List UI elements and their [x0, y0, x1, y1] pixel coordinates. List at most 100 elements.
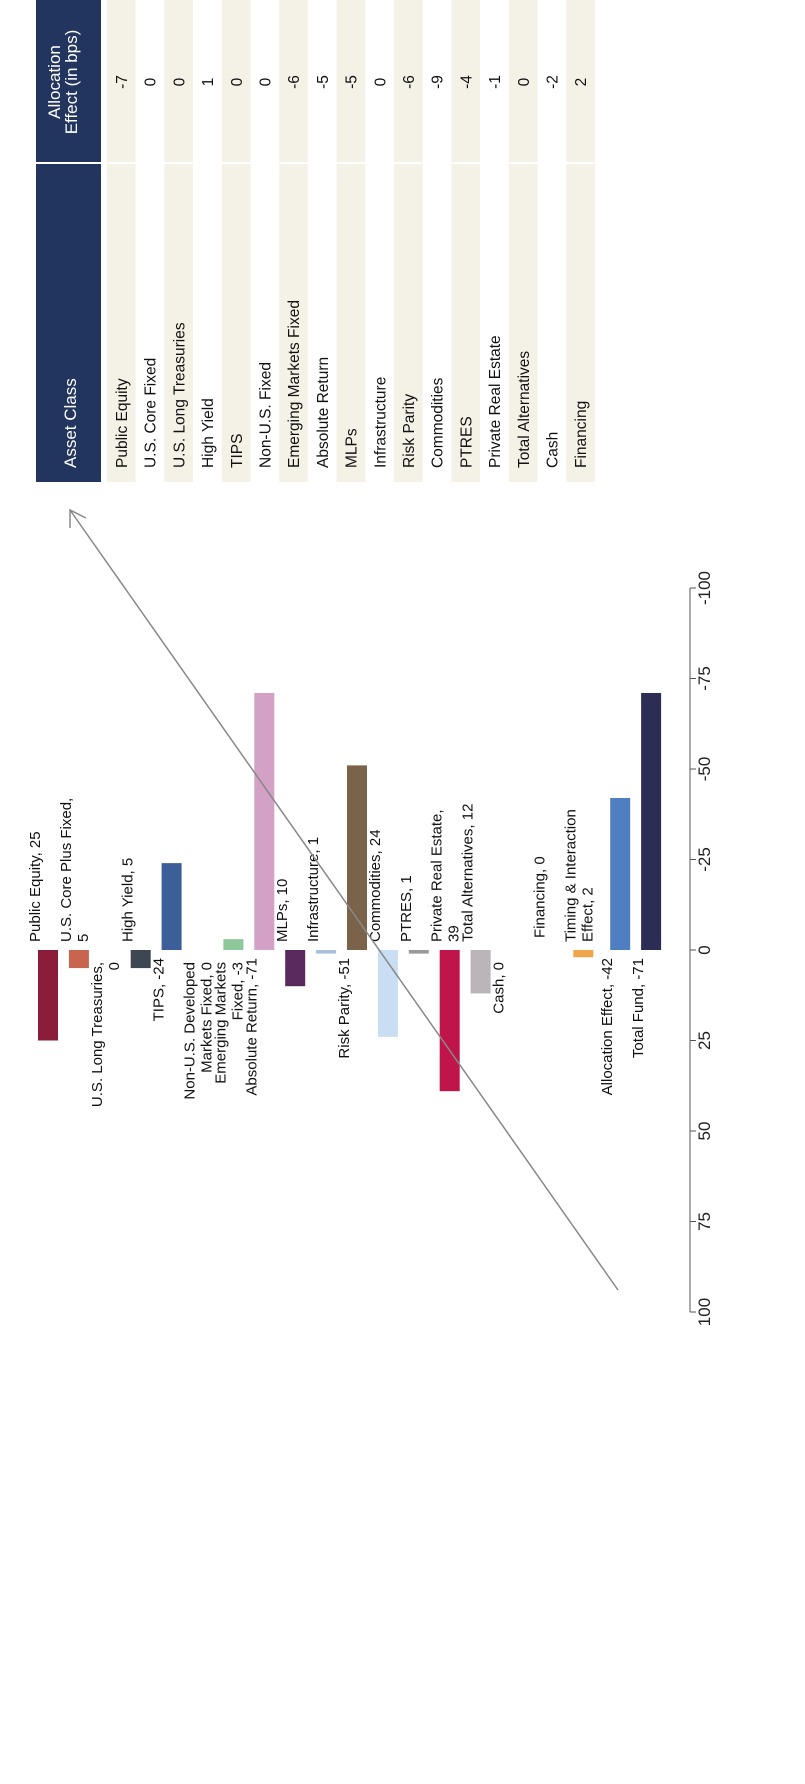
bar [130, 950, 151, 969]
bar-data-label: Emerging MarketsFixed, -3 [212, 962, 246, 1084]
table-cell-allocation-effect: -6 [286, 75, 303, 89]
bar-data-label: MLPs, 10 [274, 879, 291, 942]
table-cell-allocation-effect: -2 [545, 75, 562, 89]
bar-data-label: U.S. Core Plus Fixed,5 [58, 798, 92, 942]
axis-tick-label: -100 [695, 571, 714, 605]
table-cell-asset-class: MLPs [344, 428, 361, 468]
axis-tick-label: -75 [695, 666, 714, 691]
bar [610, 797, 631, 950]
table-cell-asset-class: U.S. Core Fixed [143, 358, 160, 468]
table-cell-allocation-effect: -4 [458, 75, 475, 89]
table-row [422, 0, 452, 482]
table-row [107, 0, 136, 482]
table-row [394, 0, 423, 482]
table-header-text: AllocationEffect (in bps) [45, 30, 81, 135]
bar-data-label: Infrastructure, 1 [305, 837, 322, 942]
bar [68, 950, 89, 969]
annotation-arrow [69, 509, 619, 1291]
bar [439, 950, 460, 1092]
allocation-table: Asset Class AllocationEffect (in bps) Publ… [36, 0, 595, 482]
bar-data-label: Allocation Effect, -42 [599, 958, 616, 1095]
table-cell-asset-class: U.S. Long Treasuries [171, 322, 188, 468]
table-cell-asset-class: Total Alternatives [516, 351, 533, 468]
table-cell-asset-class: Absolute Return [315, 357, 332, 468]
axis-tick-label: 100 [695, 1298, 714, 1326]
bar-data-label: Total Alternatives, 12 [460, 804, 477, 942]
table-row [365, 0, 394, 482]
table-cell-allocation-effect: 0 [171, 77, 188, 86]
table-cell-asset-class: Public Equity [114, 378, 131, 468]
table-cell-asset-class: Non-U.S. Fixed [258, 362, 275, 468]
table-row [307, 0, 337, 482]
table-cell-asset-class: TIPS [229, 434, 246, 468]
table-row [193, 0, 222, 482]
table-row [566, 0, 595, 482]
axis-tick-label: 25 [695, 1031, 714, 1050]
bar [254, 692, 275, 950]
table-row [221, 0, 251, 482]
table-row [164, 0, 194, 482]
table-header-asset-class [36, 163, 101, 482]
bar [161, 863, 182, 950]
bar-data-label: Non-U.S. DevelopedMarkets Fixed, 0 [182, 962, 216, 1100]
table-cell-allocation-effect: -5 [315, 75, 332, 89]
bar-data-label: Financing, 0 [531, 856, 548, 938]
table-cell-allocation-effect: -6 [401, 75, 418, 89]
bar-data-label: Risk Parity, -51 [336, 958, 353, 1059]
table-header-text: Asset Class [61, 378, 80, 468]
table-cell-asset-class: High Yield [200, 398, 217, 468]
table-row [135, 0, 165, 482]
table-row [279, 0, 308, 482]
table-cell-asset-class: Private Real Estate [487, 335, 504, 468]
value-axis: -100 -75 -50 -25 0 25 50 75 100 [689, 571, 714, 1326]
table-header-allocation-effect [36, 0, 101, 163]
arrowhead [69, 508, 87, 528]
bar [223, 939, 244, 950]
table-cell-allocation-effect: 0 [372, 77, 389, 86]
bar-data-label: PTRES, 1 [398, 875, 415, 942]
bar-data-label: High Yield, 5 [120, 858, 137, 942]
table-row [250, 0, 280, 482]
bar [573, 950, 594, 958]
bar-data-label: Private Real Estate,39 [429, 809, 463, 942]
bar-data-label: U.S. Long Treasuries,0 [89, 962, 123, 1107]
bars [38, 692, 662, 1092]
table-row [451, 0, 481, 482]
bar [347, 765, 367, 950]
bar [38, 950, 58, 1041]
table-cell-allocation-effect: 0 [229, 77, 246, 86]
table-row [537, 0, 567, 482]
table-cell-allocation-effect: 2 [573, 78, 590, 87]
table-cell-asset-class: Cash [545, 432, 562, 468]
axis-tick-label: -25 [695, 847, 714, 872]
bar [377, 950, 398, 1037]
bar-labels: Public Equity, 25 U.S. Core Plus Fixed,5 U… [27, 798, 647, 1107]
axis-tick-label: -50 [695, 757, 714, 782]
table-row [336, 0, 366, 482]
table-cell-allocation-effect: -9 [430, 75, 447, 89]
table-row [508, 0, 538, 482]
table-cell-asset-class: Infrastructure [372, 377, 389, 468]
bar [316, 950, 337, 954]
table-cell-allocation-effect: 1 [200, 78, 217, 87]
bar-data-label: Absolute Return, -71 [243, 958, 260, 1096]
bar [285, 950, 306, 987]
table-cell-allocation-effect: -7 [114, 75, 131, 89]
bar-data-label: Cash, 0 [491, 962, 508, 1014]
table-cell-allocation-effect: -5 [344, 75, 361, 89]
table-cell-asset-class: Financing [573, 401, 590, 468]
table-cell-asset-class: Risk Parity [401, 394, 418, 468]
axis-tick-label: 50 [695, 1122, 714, 1141]
table-cell-asset-class: Commodities [430, 377, 447, 468]
table-row [480, 0, 509, 482]
axis-tick-label: 75 [695, 1212, 714, 1231]
bar [470, 950, 491, 994]
table-cell-allocation-effect: -1 [487, 75, 504, 89]
table-cell-allocation-effect: 0 [143, 77, 160, 86]
bar-data-label: Total Fund, -71 [630, 958, 647, 1058]
bar-chart: -100 -75 -50 -25 0 25 50 75 100 Public Equity, 2… [27, 571, 714, 1326]
table-cell-allocation-effect: 0 [258, 77, 275, 86]
table-cell-asset-class: Emerging Markets Fixed [286, 300, 303, 468]
table-cell-asset-class: PTRES [458, 416, 475, 468]
